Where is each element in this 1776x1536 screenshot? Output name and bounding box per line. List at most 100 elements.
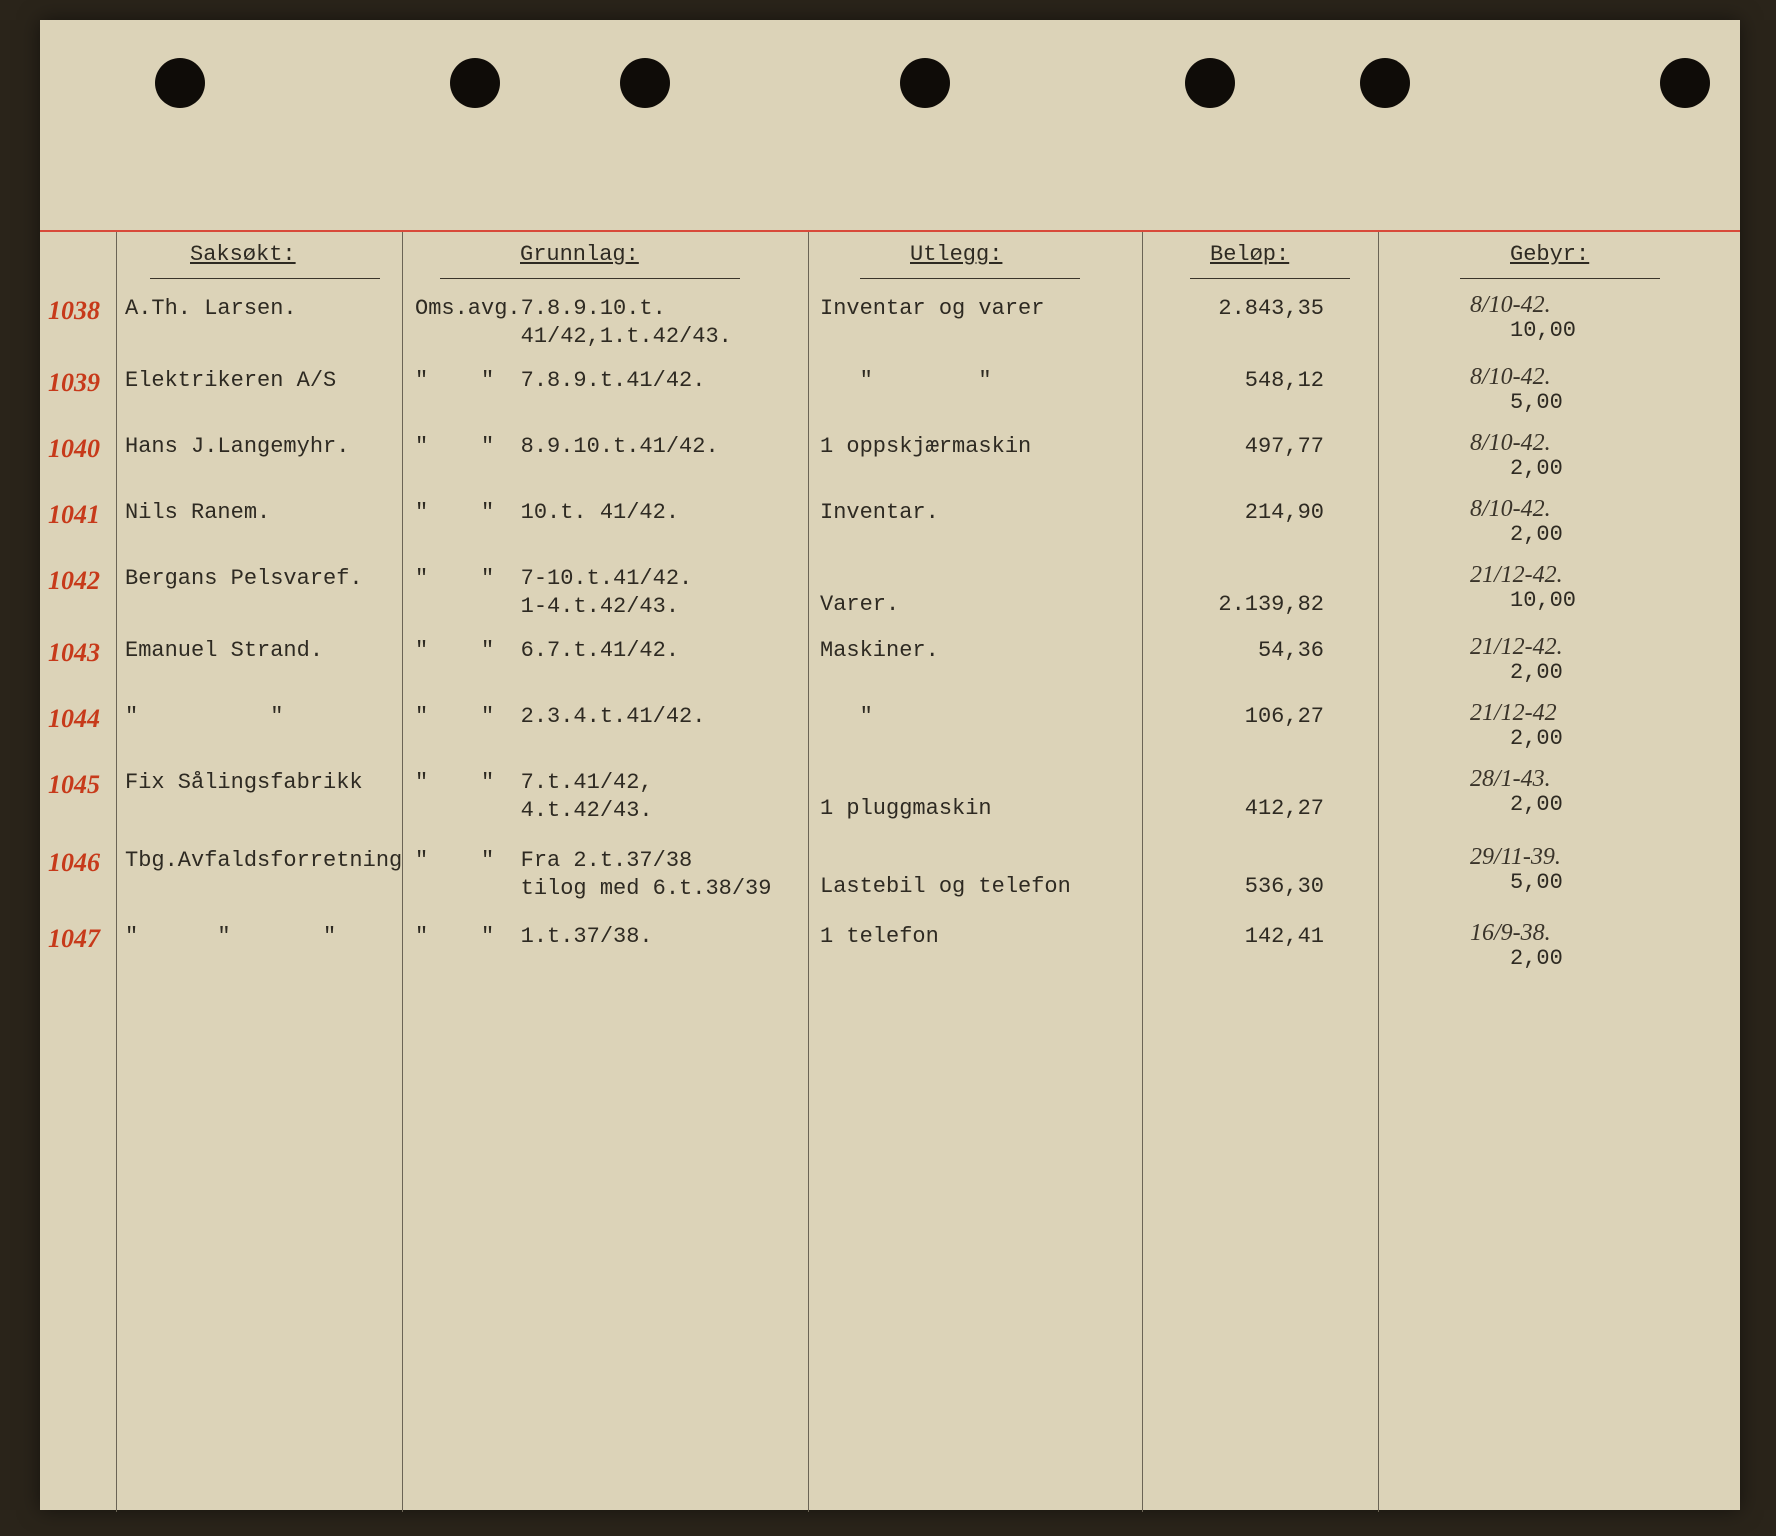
- punch-hole: [900, 58, 950, 108]
- cell-gebyr: 2,00: [1510, 456, 1563, 481]
- cell-gebyr-date: 16/9-38.: [1470, 920, 1551, 947]
- ledger-rows: 1038 A.Th. Larsen. Oms.avg.7.8.9.10.t. 41/…: [40, 292, 1740, 986]
- cell-grunnlag: " " Fra 2.t.37/38: [415, 848, 725, 873]
- cell-gebyr-date: 8/10-42.: [1470, 364, 1551, 391]
- cell-belop: 2.139,82: [1154, 592, 1324, 617]
- cell-grunnlag: " " 6.7.t.41/42.: [415, 638, 725, 663]
- punch-hole: [620, 58, 670, 108]
- case-number: 1045: [48, 770, 100, 800]
- cell-utlegg: 1 oppskjærmaskin: [820, 434, 1100, 459]
- cell-gebyr: 2,00: [1510, 660, 1563, 685]
- header-underline: [1190, 278, 1350, 279]
- case-number: 1038: [48, 296, 100, 326]
- cell-belop: 548,12: [1154, 368, 1324, 393]
- cell-belop: 106,27: [1154, 704, 1324, 729]
- cell-gebyr-date: 21/12-42: [1470, 700, 1557, 727]
- cell-utlegg: Maskiner.: [820, 638, 1100, 663]
- cell-belop: 2.843,35: [1154, 296, 1324, 321]
- cell-saksokt: Hans J.Langemyhr.: [125, 434, 395, 459]
- punch-hole: [1660, 58, 1710, 108]
- cell-gebyr: 2,00: [1510, 946, 1563, 971]
- cell-saksokt: Bergans Pelsvaref.: [125, 566, 395, 591]
- red-margin-line: [40, 230, 1740, 232]
- cell-grunnlag: " " 7.t.41/42,: [415, 770, 725, 795]
- cell-utlegg: ": [820, 704, 1100, 729]
- ledger-row: 1039 Elektrikeren A/S " " 7.8.9.t.41/42. "…: [40, 364, 1740, 422]
- cell-belop: 497,77: [1154, 434, 1324, 459]
- ledger-row: 1044" "" " 2.3.4.t.41/42. "106,2721/12-4…: [40, 700, 1740, 758]
- cell-saksokt: " " ": [125, 924, 395, 949]
- cell-saksokt: " ": [125, 704, 395, 729]
- ledger-row: 1043 Emanuel Strand. " " 6.7.t.41/42. Maski…: [40, 634, 1740, 692]
- case-number: 1047: [48, 924, 100, 954]
- cell-gebyr-date: 28/1-43.: [1470, 766, 1551, 793]
- punch-hole: [450, 58, 500, 108]
- header-underline: [1460, 278, 1660, 279]
- cell-utlegg: Varer.: [820, 592, 1100, 617]
- header-underline: [860, 278, 1080, 279]
- header-saksokt: Saksøkt:: [190, 242, 296, 267]
- cell-gebyr: 2,00: [1510, 792, 1563, 817]
- cell-gebyr-date: 8/10-42.: [1470, 496, 1551, 523]
- cell-gebyr: 2,00: [1510, 522, 1563, 547]
- cell-saksokt: Fix Sålingsfabrikk: [125, 770, 395, 795]
- ledger-row: 1046 Tbg.Avfaldsforretning " " Fra 2.t.37/…: [40, 844, 1740, 912]
- cell-gebyr-date: 8/10-42.: [1470, 430, 1551, 457]
- cell-gebyr: 2,00: [1510, 726, 1563, 751]
- cell-saksokt: Tbg.Avfaldsforretning: [125, 848, 395, 873]
- ledger-row: 1042Bergans Pelsvaref." " 7-10.t.41/42. …: [40, 562, 1740, 626]
- case-number: 1044: [48, 704, 100, 734]
- cell-grunnlag: " " 10.t. 41/42.: [415, 500, 725, 525]
- header-gebyr: Gebyr:: [1510, 242, 1589, 267]
- cell-utlegg: Inventar.: [820, 500, 1100, 525]
- cell-saksokt: A.Th. Larsen.: [125, 296, 395, 321]
- cell-belop: 214,90: [1154, 500, 1324, 525]
- cell-gebyr: 10,00: [1510, 588, 1576, 613]
- punch-hole: [1360, 58, 1410, 108]
- case-number: 1039: [48, 368, 100, 398]
- case-number: 1046: [48, 848, 100, 878]
- header-row: Saksøkt: Grunnlag: Utlegg: Beløp: Gebyr:: [40, 242, 1740, 282]
- ledger-row: 1045 Fix Sålingsfabrikk " " 7.t.41/42, 4.t…: [40, 766, 1740, 836]
- ledger-row: 1047 " " " " " 1.t.37/38. 1 telefon 142,41 16…: [40, 920, 1740, 978]
- header-utlegg: Utlegg:: [910, 242, 1002, 267]
- header-grunnlag: Grunnlag:: [520, 242, 639, 267]
- cell-belop: 142,41: [1154, 924, 1324, 949]
- ledger-row: 1041 Nils Ranem. " " 10.t. 41/42. Inventar.…: [40, 496, 1740, 554]
- cell-gebyr-date: 29/11-39.: [1470, 844, 1561, 871]
- punch-holes-row: [40, 58, 1740, 118]
- cell-grunnlag-line2: 41/42,1.t.42/43.: [415, 324, 725, 349]
- cell-utlegg: " ": [820, 368, 1100, 393]
- header-underline: [150, 278, 380, 279]
- cell-utlegg: Inventar og varer: [820, 296, 1100, 321]
- cell-grunnlag: " " 1.t.37/38.: [415, 924, 725, 949]
- cell-grunnlag: " " 7.8.9.t.41/42.: [415, 368, 725, 393]
- cell-gebyr: 10,00: [1510, 318, 1576, 343]
- cell-gebyr: 5,00: [1510, 870, 1563, 895]
- ledger-row: 1040 Hans J.Langemyhr. " " 8.9.10.t.41/42.…: [40, 430, 1740, 488]
- cell-belop: 54,36: [1154, 638, 1324, 663]
- cell-utlegg: 1 pluggmaskin: [820, 796, 1100, 821]
- cell-grunnlag: " " 8.9.10.t.41/42.: [415, 434, 725, 459]
- cell-belop: 412,27: [1154, 796, 1324, 821]
- ledger-row: 1038 A.Th. Larsen. Oms.avg.7.8.9.10.t. 41/…: [40, 292, 1740, 356]
- cell-grunnlag: Oms.avg.7.8.9.10.t.: [415, 296, 725, 321]
- case-number: 1043: [48, 638, 100, 668]
- punch-hole: [1185, 58, 1235, 108]
- cell-grunnlag-line2: 4.t.42/43.: [415, 798, 725, 823]
- case-number: 1040: [48, 434, 100, 464]
- cell-gebyr-date: 8/10-42.: [1470, 292, 1551, 319]
- cell-saksokt: Elektrikeren A/S: [125, 368, 395, 393]
- cell-utlegg: 1 telefon: [820, 924, 1100, 949]
- case-number: 1041: [48, 500, 100, 530]
- cell-utlegg: Lastebil og telefon: [820, 874, 1100, 899]
- punch-hole: [155, 58, 205, 108]
- cell-grunnlag: " " 7-10.t.41/42.: [415, 566, 725, 591]
- case-number: 1042: [48, 566, 100, 596]
- cell-saksokt: Emanuel Strand.: [125, 638, 395, 663]
- cell-gebyr-date: 21/12-42.: [1470, 634, 1563, 661]
- ledger-paper: Saksøkt: Grunnlag: Utlegg: Beløp: Gebyr:…: [40, 20, 1740, 1510]
- cell-grunnlag-line2: tilog med 6.t.38/39: [415, 876, 725, 901]
- cell-grunnlag-line2: 1-4.t.42/43.: [415, 594, 725, 619]
- cell-saksokt: Nils Ranem.: [125, 500, 395, 525]
